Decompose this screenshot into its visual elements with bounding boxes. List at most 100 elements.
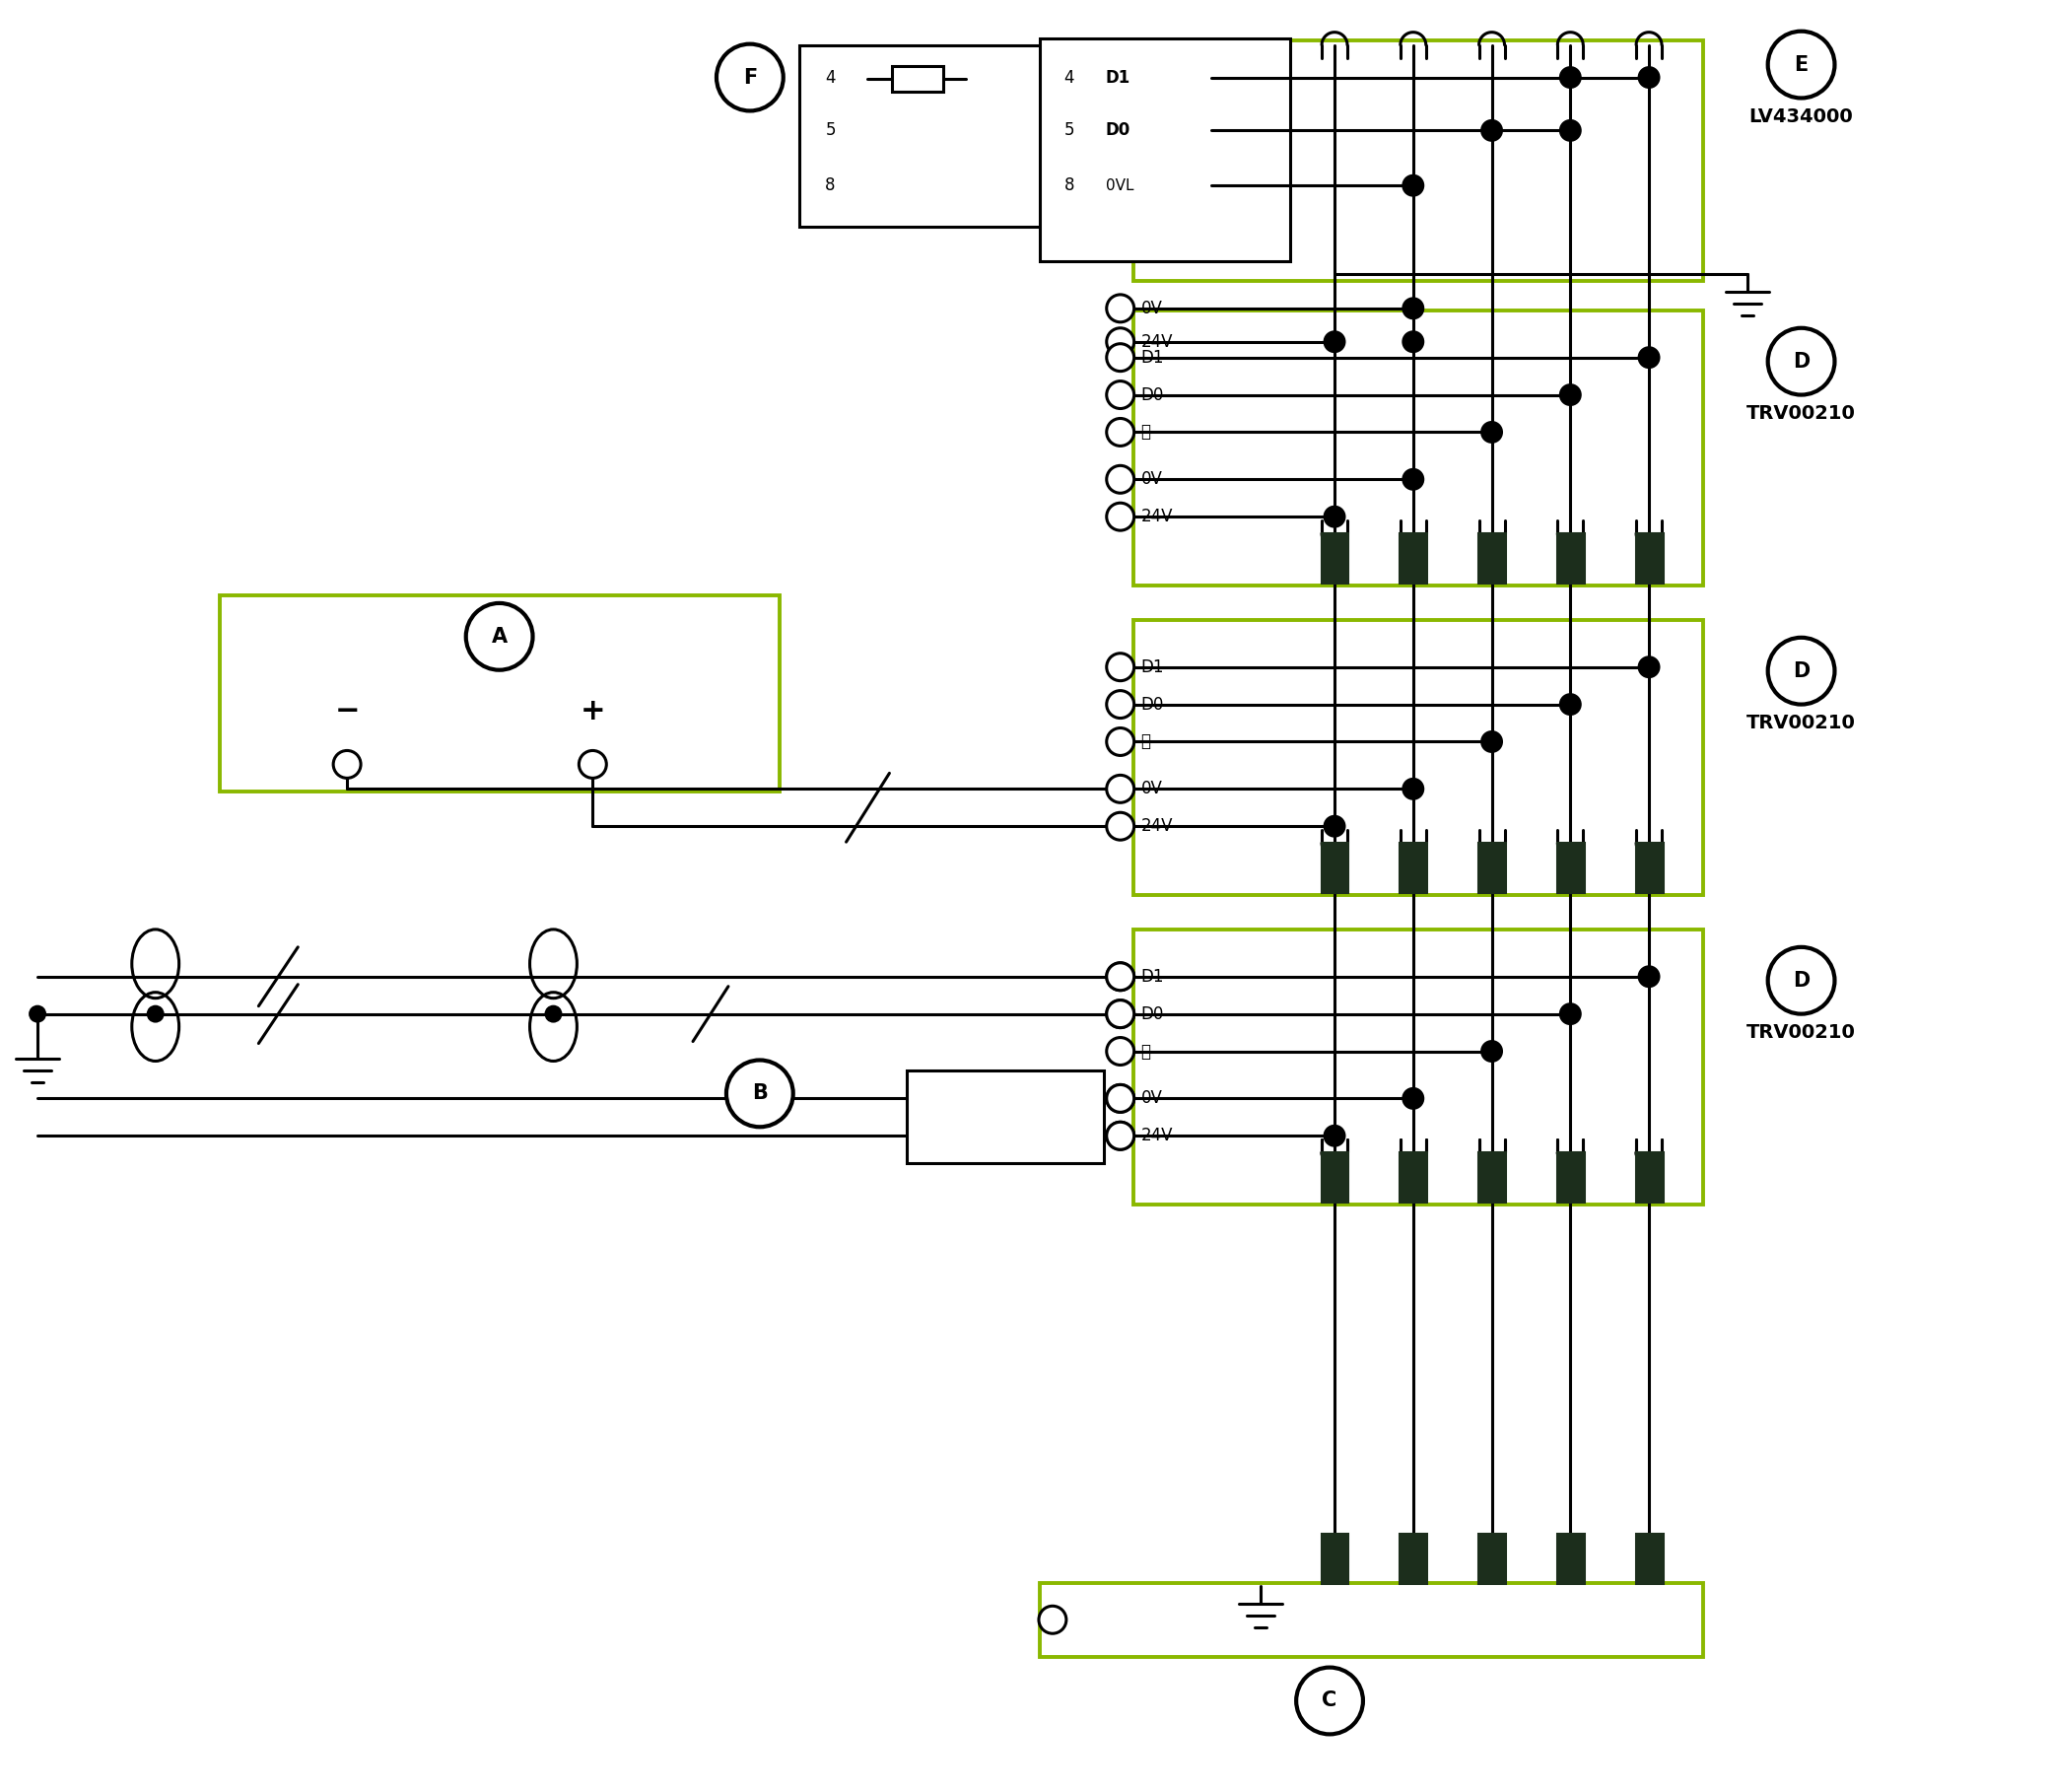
Circle shape <box>1106 962 1135 991</box>
Circle shape <box>1106 418 1135 446</box>
Text: D0: D0 <box>1141 385 1163 403</box>
Bar <box>1479 842 1504 892</box>
Circle shape <box>1479 731 1502 753</box>
Bar <box>907 1072 1104 1163</box>
Bar <box>1479 1152 1504 1202</box>
Text: 8: 8 <box>825 177 835 194</box>
Circle shape <box>1106 776 1135 803</box>
Bar <box>1321 1534 1348 1582</box>
Circle shape <box>1479 421 1502 443</box>
Text: D1: D1 <box>1141 968 1163 986</box>
Circle shape <box>1769 638 1834 704</box>
Text: D1: D1 <box>1106 68 1131 86</box>
Bar <box>1321 534 1348 582</box>
Text: 5: 5 <box>825 122 835 140</box>
Circle shape <box>1106 1000 1135 1027</box>
Text: ⏚: ⏚ <box>1141 423 1151 441</box>
Text: 24V: 24V <box>1141 817 1174 835</box>
Circle shape <box>1106 812 1135 840</box>
Text: D0: D0 <box>1106 122 1131 140</box>
Circle shape <box>332 751 361 778</box>
Circle shape <box>1106 1122 1135 1149</box>
Circle shape <box>1324 505 1346 529</box>
Circle shape <box>1106 328 1135 355</box>
Circle shape <box>1297 1667 1363 1735</box>
Circle shape <box>1106 1084 1135 1113</box>
Bar <box>1557 1534 1584 1582</box>
Circle shape <box>1106 728 1135 756</box>
Text: D: D <box>1793 351 1810 371</box>
Circle shape <box>1106 504 1135 530</box>
Bar <box>1399 1534 1426 1582</box>
Bar <box>1399 842 1426 892</box>
Circle shape <box>1769 30 1834 99</box>
Circle shape <box>1106 344 1135 371</box>
Circle shape <box>1402 297 1424 319</box>
Circle shape <box>1560 120 1582 142</box>
Circle shape <box>1560 1002 1582 1025</box>
Text: 8: 8 <box>1065 177 1075 194</box>
Text: −: − <box>334 697 359 726</box>
Text: F: F <box>743 68 757 88</box>
Text: D1: D1 <box>1141 658 1163 676</box>
Circle shape <box>1402 468 1424 491</box>
Circle shape <box>1637 346 1660 369</box>
Circle shape <box>726 1061 794 1127</box>
Bar <box>1133 310 1703 586</box>
Bar <box>1635 534 1662 582</box>
Text: 24V: 24V <box>1141 333 1174 351</box>
Text: 0VL: 0VL <box>1106 177 1133 194</box>
Circle shape <box>1402 778 1424 801</box>
Text: 24V: 24V <box>1141 1127 1174 1145</box>
Bar <box>1040 1582 1703 1656</box>
Bar <box>1133 39 1703 281</box>
Circle shape <box>1106 690 1135 719</box>
Bar <box>220 595 780 792</box>
Circle shape <box>1769 948 1834 1014</box>
Circle shape <box>1106 466 1135 493</box>
Circle shape <box>1038 1606 1067 1634</box>
Bar <box>1557 842 1584 892</box>
Text: ⏚: ⏚ <box>1141 733 1151 751</box>
Text: C: C <box>1321 1692 1338 1711</box>
Circle shape <box>1769 328 1834 394</box>
Text: B: B <box>751 1084 767 1104</box>
Bar <box>1133 930 1703 1204</box>
Circle shape <box>1324 330 1346 353</box>
Circle shape <box>466 604 534 670</box>
Text: 0V: 0V <box>1141 780 1163 797</box>
Circle shape <box>1106 382 1135 409</box>
Bar <box>1635 1534 1662 1582</box>
Circle shape <box>1106 1000 1135 1027</box>
Bar <box>893 66 944 91</box>
Circle shape <box>1402 174 1424 197</box>
Bar <box>1399 1152 1426 1202</box>
Circle shape <box>1106 1084 1135 1113</box>
Text: A: A <box>490 627 507 647</box>
Circle shape <box>1106 1122 1135 1149</box>
Text: D0: D0 <box>1141 695 1163 713</box>
Circle shape <box>1324 1124 1346 1147</box>
Text: LV434000: LV434000 <box>1748 108 1853 125</box>
Bar <box>1635 1152 1662 1202</box>
Circle shape <box>544 1005 562 1023</box>
Text: 5: 5 <box>1065 122 1075 140</box>
Circle shape <box>1560 383 1582 407</box>
Circle shape <box>146 1005 164 1023</box>
Text: TRV00210: TRV00210 <box>1746 405 1855 423</box>
Text: 4: 4 <box>825 68 835 86</box>
Text: 24V: 24V <box>1141 507 1174 525</box>
Bar <box>1479 534 1504 582</box>
Text: D: D <box>1793 971 1810 991</box>
Circle shape <box>1479 120 1502 142</box>
Text: TRV00210: TRV00210 <box>1746 713 1855 733</box>
Circle shape <box>1479 1039 1502 1063</box>
Text: TRV00210: TRV00210 <box>1746 1023 1855 1041</box>
Text: 0V: 0V <box>1141 299 1163 317</box>
Text: E: E <box>1793 56 1808 75</box>
Circle shape <box>1324 815 1346 837</box>
Bar <box>1557 1152 1584 1202</box>
Bar <box>1479 1534 1504 1582</box>
Text: D: D <box>1793 661 1810 681</box>
Text: 0V: 0V <box>1141 471 1163 487</box>
